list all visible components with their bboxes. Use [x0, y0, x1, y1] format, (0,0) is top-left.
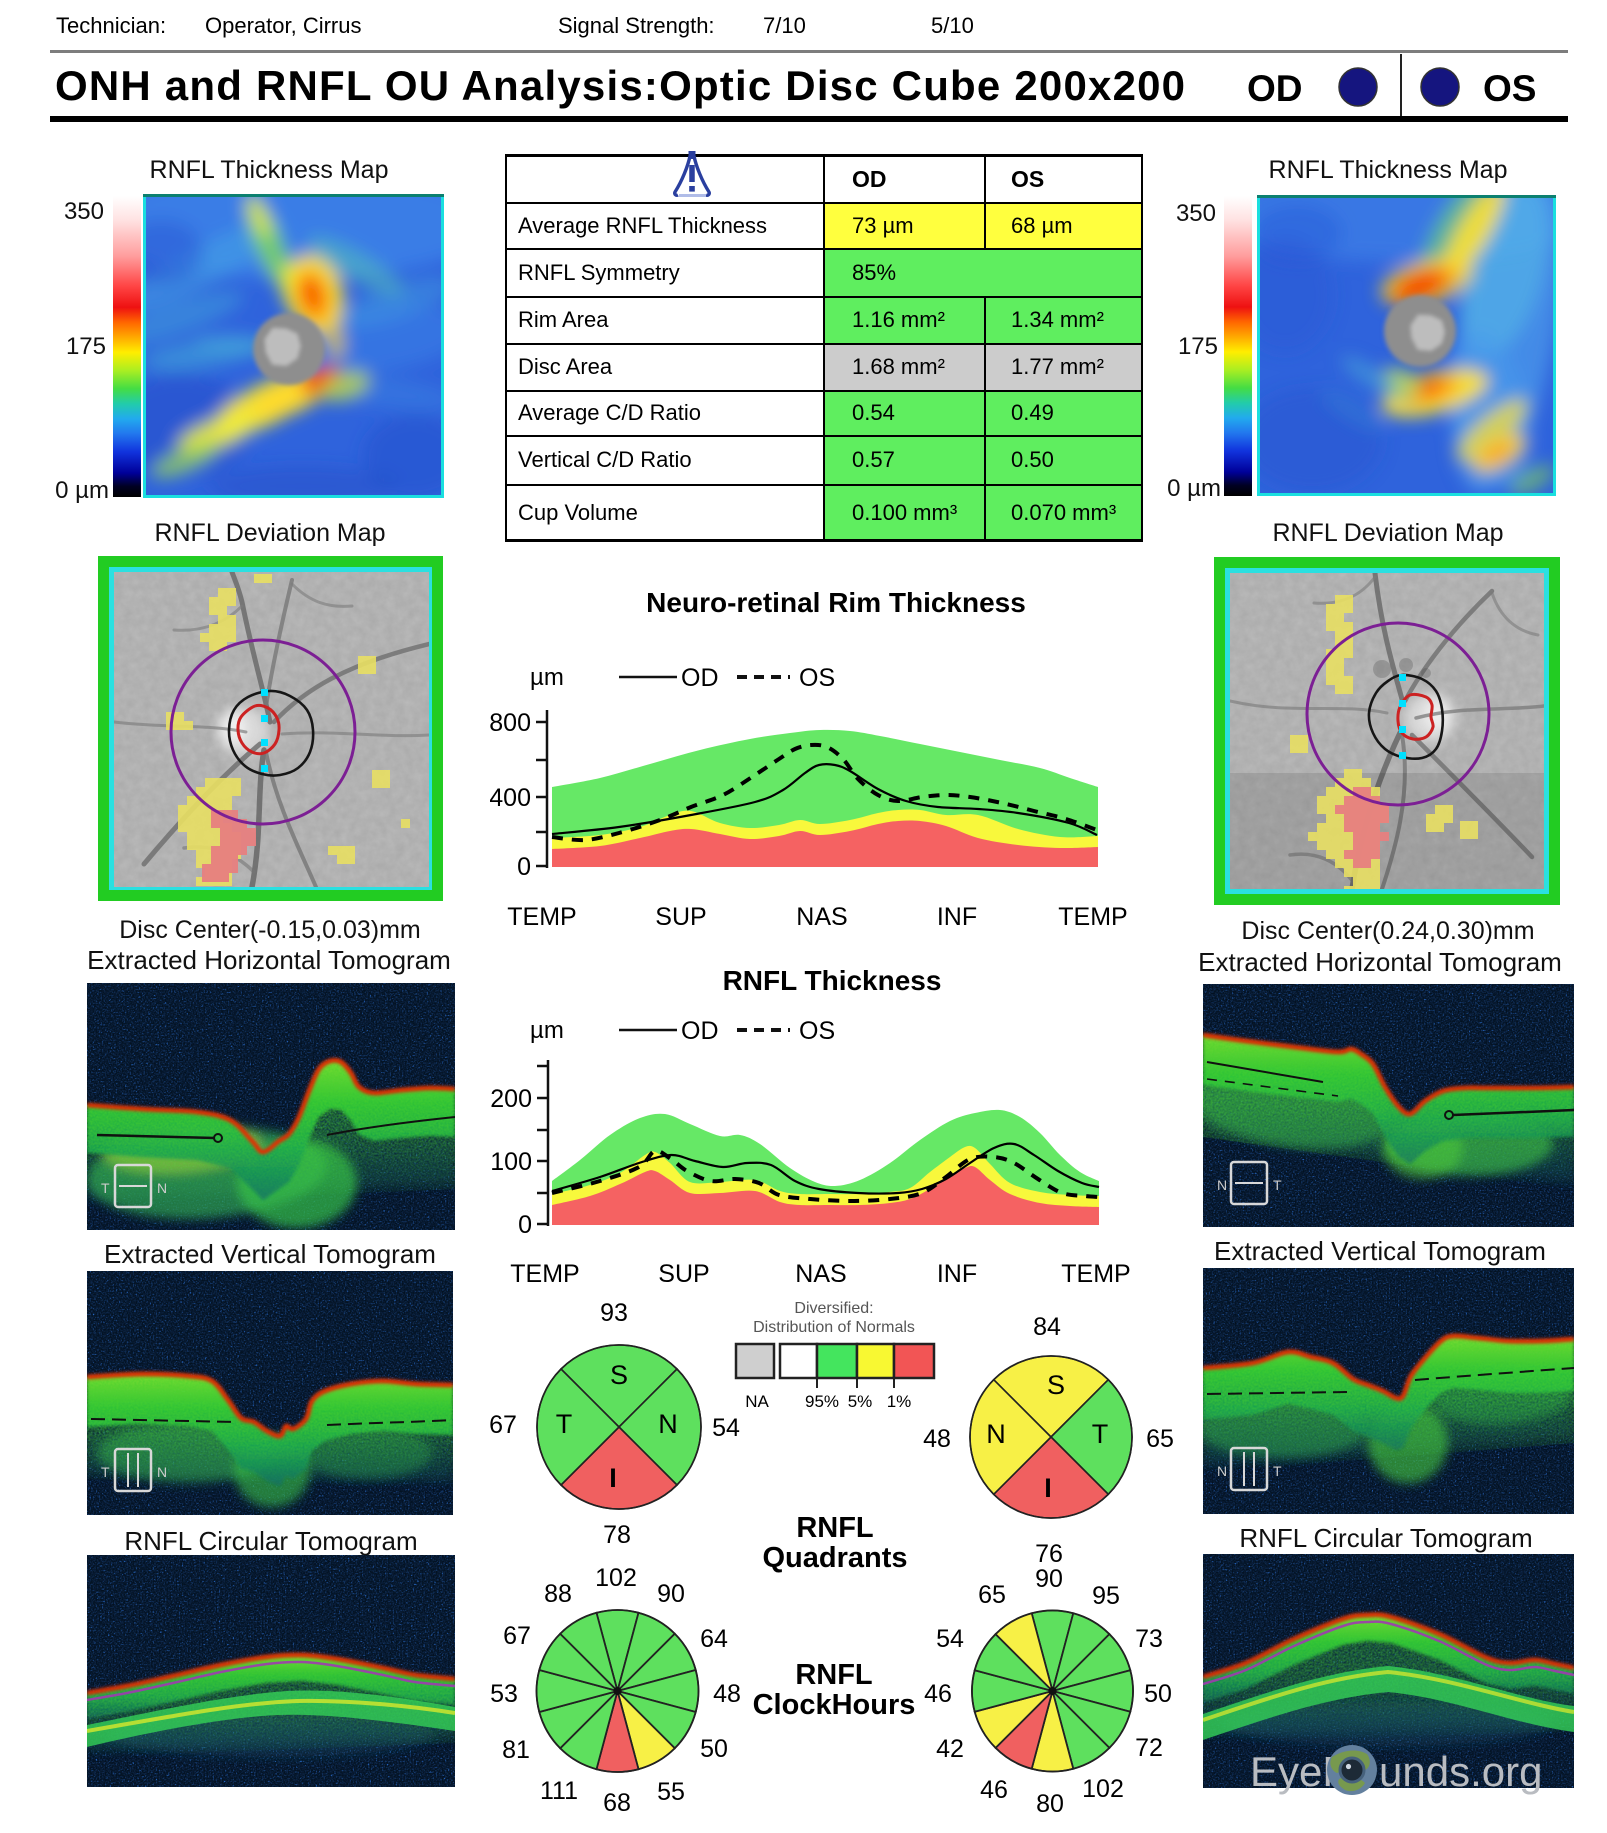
svg-text:90: 90 — [657, 1580, 685, 1608]
svg-text:S: S — [1047, 1370, 1065, 1400]
svg-text:102: 102 — [595, 1564, 637, 1592]
svg-text:88: 88 — [544, 1580, 572, 1608]
svg-text:73: 73 — [1135, 1625, 1163, 1653]
svg-text:54: 54 — [936, 1625, 964, 1653]
svg-text:Quadrants: Quadrants — [762, 1542, 907, 1574]
svg-text:T: T — [556, 1409, 573, 1439]
svg-text:N: N — [658, 1409, 678, 1439]
svg-text:102: 102 — [1082, 1775, 1124, 1803]
svg-text:84: 84 — [1033, 1313, 1061, 1341]
svg-text:200: 200 — [490, 1085, 532, 1113]
svg-text:48: 48 — [713, 1680, 741, 1708]
svg-text:50: 50 — [700, 1735, 728, 1763]
svg-text:93: 93 — [600, 1299, 628, 1327]
svg-text:N: N — [157, 1180, 167, 1196]
svg-text:TEMP: TEMP — [507, 903, 576, 931]
svg-text:I: I — [1044, 1473, 1052, 1503]
svg-text:ClockHours: ClockHours — [753, 1689, 916, 1721]
svg-text:48: 48 — [923, 1425, 951, 1453]
svg-text:µm: µm — [530, 664, 564, 691]
svg-text:1%: 1% — [887, 1392, 912, 1411]
svg-text:72: 72 — [1135, 1734, 1163, 1762]
svg-text:N: N — [1217, 1177, 1227, 1193]
svg-text:53: 53 — [490, 1680, 518, 1708]
svg-text:Distribution of Normals: Distribution of Normals — [753, 1319, 915, 1336]
svg-text:800: 800 — [490, 709, 531, 737]
svg-text:65: 65 — [978, 1581, 1006, 1609]
svg-text:76: 76 — [1035, 1540, 1063, 1568]
svg-text:N: N — [986, 1419, 1006, 1449]
svg-text:46: 46 — [980, 1776, 1008, 1804]
svg-text:111: 111 — [540, 1777, 578, 1805]
svg-text:SUP: SUP — [658, 1260, 709, 1288]
svg-text:0: 0 — [517, 853, 531, 881]
svg-text:Diversified:: Diversified: — [794, 1300, 873, 1317]
svg-text:100: 100 — [490, 1148, 532, 1176]
svg-text:67: 67 — [503, 1622, 531, 1650]
svg-text:T: T — [101, 1464, 110, 1480]
svg-text:80: 80 — [1036, 1790, 1064, 1818]
svg-text:81: 81 — [502, 1736, 530, 1764]
svg-text:78: 78 — [603, 1521, 631, 1549]
svg-text:90: 90 — [1035, 1565, 1063, 1593]
svg-text:5%: 5% — [848, 1392, 873, 1411]
svg-text:OS: OS — [799, 1017, 835, 1045]
svg-text:46: 46 — [924, 1680, 952, 1708]
svg-text:NAS: NAS — [796, 903, 847, 931]
svg-text:OD: OD — [681, 1017, 719, 1045]
svg-text:95%: 95% — [805, 1392, 839, 1411]
svg-text:NAS: NAS — [795, 1260, 846, 1288]
svg-text:I: I — [609, 1463, 617, 1493]
svg-text:T: T — [1092, 1419, 1109, 1449]
svg-text:TEMP: TEMP — [1058, 903, 1127, 931]
svg-text:S: S — [610, 1360, 628, 1390]
svg-text:95: 95 — [1092, 1582, 1120, 1610]
svg-text:unds.org: unds.org — [1379, 1748, 1542, 1795]
svg-text:OD: OD — [681, 664, 719, 692]
svg-text:54: 54 — [712, 1414, 740, 1442]
svg-text:TEMP: TEMP — [510, 1260, 579, 1288]
svg-text:50: 50 — [1144, 1680, 1172, 1708]
svg-text:55: 55 — [657, 1778, 685, 1806]
svg-text:TEMP: TEMP — [1061, 1260, 1130, 1288]
svg-text:OS: OS — [799, 664, 835, 692]
svg-text:400: 400 — [490, 784, 531, 812]
svg-text:N: N — [157, 1464, 167, 1480]
svg-text:µm: µm — [530, 1017, 564, 1044]
svg-text:RNFL: RNFL — [795, 1659, 872, 1691]
svg-text:SUP: SUP — [655, 903, 706, 931]
svg-text:Neuro-retinal Rim Thickness: Neuro-retinal Rim Thickness — [646, 587, 1026, 618]
svg-text:INF: INF — [937, 1260, 977, 1288]
svg-text:68: 68 — [603, 1789, 631, 1817]
svg-text:T: T — [1273, 1463, 1282, 1479]
svg-text:T: T — [1273, 1177, 1282, 1193]
svg-text:0: 0 — [518, 1211, 532, 1239]
svg-text:RNFL Thickness: RNFL Thickness — [723, 965, 942, 996]
svg-text:NA: NA — [745, 1392, 769, 1411]
svg-text:INF: INF — [937, 903, 977, 931]
svg-text:67: 67 — [489, 1411, 517, 1439]
svg-text:T: T — [101, 1180, 110, 1196]
svg-text:N: N — [1217, 1463, 1227, 1479]
svg-text:42: 42 — [936, 1735, 964, 1763]
svg-text:RNFL: RNFL — [796, 1512, 873, 1544]
svg-text:64: 64 — [700, 1625, 728, 1653]
svg-text:65: 65 — [1146, 1425, 1174, 1453]
